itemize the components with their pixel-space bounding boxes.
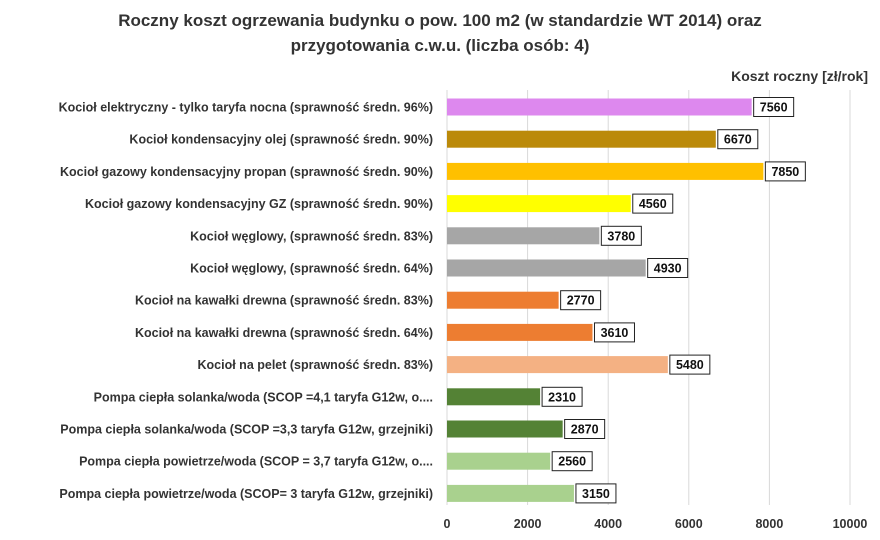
bar-6: [447, 291, 559, 309]
bar-11: [447, 452, 551, 470]
data-label-box-5: [647, 258, 689, 278]
category-label-2: Kocioł gazowy kondensacyjny propan (spra…: [60, 165, 433, 179]
x-tick-label-1: 2000: [514, 517, 542, 531]
category-label-8: Kocioł na pelet (sprawność średn. 83%): [198, 358, 433, 372]
bar-10: [447, 420, 563, 438]
data-label-12: 3150: [582, 487, 610, 501]
data-label-box-4: [600, 225, 642, 246]
bar-8: [447, 356, 668, 374]
data-label-box-11: [551, 451, 593, 472]
x-tick-label-3: 6000: [675, 517, 703, 531]
x-tick-label-5: 10000: [833, 517, 868, 531]
bar-4: [447, 227, 600, 245]
data-label-1: 6670: [724, 133, 752, 147]
data-label-box-1: [717, 129, 759, 150]
bar-3: [447, 195, 631, 213]
unit-label: Koszt roczny [zł/rok]: [731, 68, 868, 84]
data-label-box-12: [575, 483, 617, 504]
data-label-box-7: [593, 322, 635, 343]
data-label-box-9: [541, 386, 583, 407]
bar-12: [447, 484, 574, 502]
category-label-10: Pompa ciepła solanka/woda (SCOP =3,3 tar…: [60, 423, 433, 437]
category-label-4: Kocioł węglowy, (sprawność średn. 83%): [190, 229, 433, 243]
category-label-11: Pompa ciepła powietrze/woda (SCOP = 3,7 …: [79, 455, 433, 469]
data-label-box-2: [764, 161, 806, 182]
x-tick-label-4: 8000: [755, 517, 783, 531]
x-tick-label-0: 0: [444, 517, 451, 531]
category-label-7: Kocioł na kawałki drewna (sprawność śred…: [135, 326, 433, 340]
data-label-3: 4560: [639, 197, 667, 211]
bar-7: [447, 323, 593, 341]
x-tick-label-2: 4000: [594, 517, 622, 531]
category-label-9: Pompa ciepła solanka/woda (SCOP =4,1 tar…: [94, 390, 433, 404]
bar-9: [447, 388, 541, 406]
chart-title: Roczny koszt ogrzewania budynku o pow. 1…: [40, 8, 840, 58]
chart-title-line-2: przygotowania c.w.u. (liczba osób: 4): [290, 36, 590, 55]
data-label-box-8: [669, 354, 711, 375]
data-label-7: 3610: [601, 326, 629, 340]
data-label-11: 2560: [558, 455, 586, 469]
bar-0: [447, 98, 752, 116]
data-label-box-10: [564, 419, 606, 439]
bar-5: [447, 259, 646, 277]
data-label-4: 3780: [607, 229, 635, 243]
data-label-2: 7850: [771, 165, 799, 179]
data-label-10: 2870: [571, 423, 599, 437]
category-label-12: Pompa ciepła powietrze/woda (SCOP= 3 tar…: [59, 487, 433, 501]
data-label-box-6: [560, 290, 602, 311]
category-label-5: Kocioł węglowy, (sprawność średn. 64%): [190, 262, 433, 276]
data-label-8: 5480: [676, 358, 704, 372]
category-label-6: Kocioł na kawałki drewna (sprawność śred…: [135, 294, 433, 308]
data-label-5: 4930: [654, 262, 682, 276]
bar-1: [447, 130, 716, 148]
data-label-box-0: [753, 97, 795, 117]
bar-2: [447, 162, 764, 180]
category-label-3: Kocioł gazowy kondensacyjny GZ (sprawnoś…: [85, 197, 433, 211]
data-label-box-3: [632, 193, 674, 214]
data-label-6: 2770: [567, 294, 595, 308]
category-label-1: Kocioł kondensacyjny olej (sprawność śre…: [129, 133, 433, 147]
category-label-0: Kocioł elektryczny - tylko taryfa nocna …: [59, 101, 433, 115]
data-label-0: 7560: [760, 101, 788, 115]
chart-title-line-1: Roczny koszt ogrzewania budynku o pow. 1…: [118, 11, 762, 30]
data-label-9: 2310: [548, 390, 576, 404]
